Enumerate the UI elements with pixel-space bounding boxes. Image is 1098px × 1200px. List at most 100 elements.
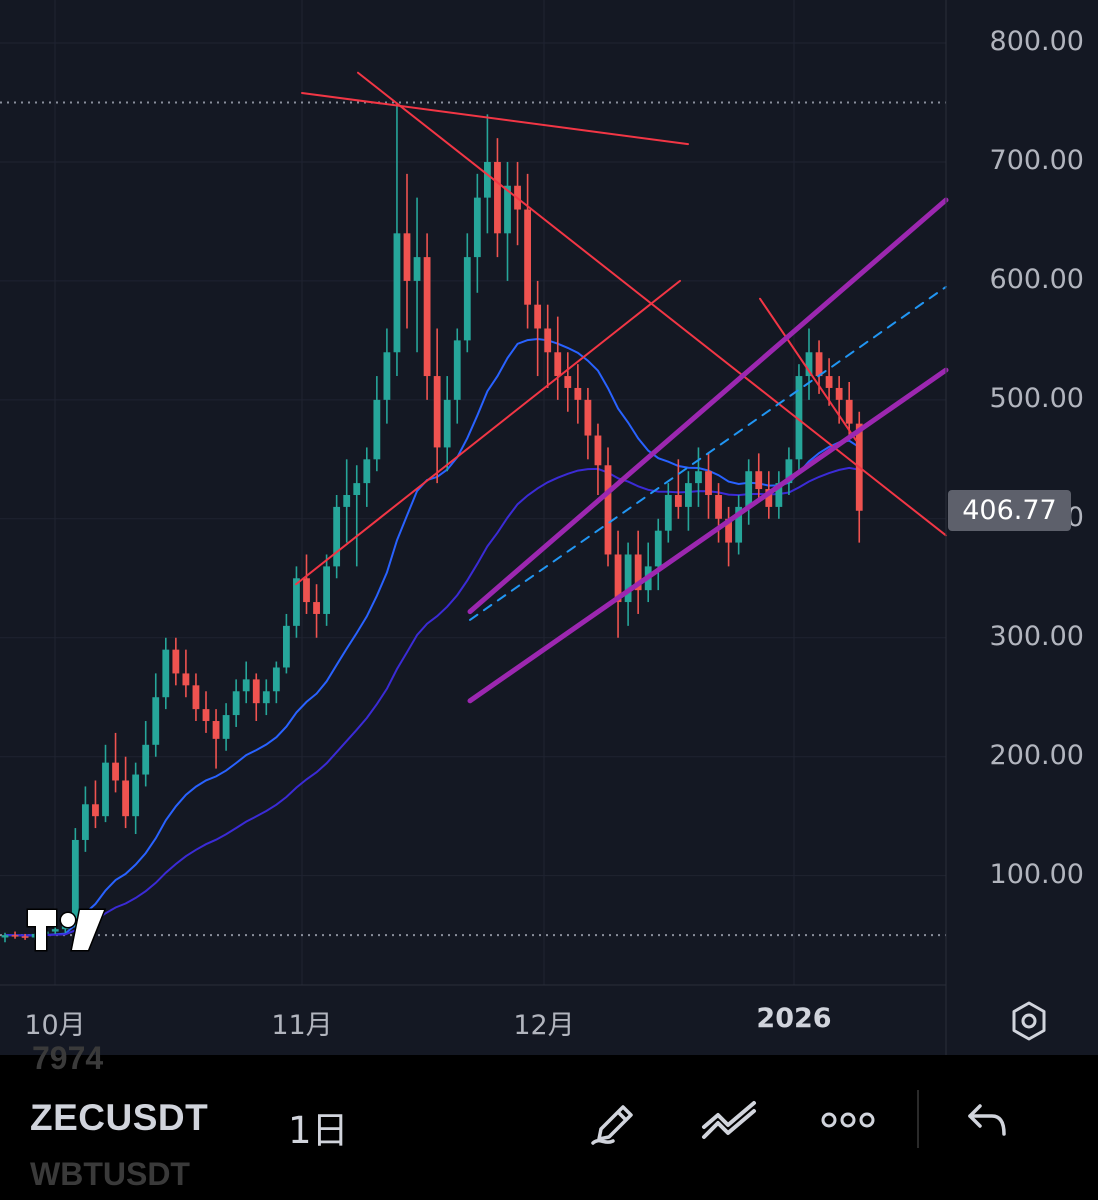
candle-body [785,459,793,484]
moving-averages [4,337,860,937]
trendline-ascending-support[interactable] [295,279,681,586]
drawing-tools-layer[interactable] [295,71,949,704]
candle-body [604,465,612,555]
candle-body [735,506,743,543]
candle-body [815,352,823,377]
candle-body [383,352,391,400]
grid-lines [0,0,946,985]
price-axis-label: 100.00 [989,858,1084,890]
candle-body [373,399,381,460]
candle-body [674,495,682,507]
candle-body [1,935,9,938]
price-axis-label: 500.00 [989,382,1084,414]
interval-button[interactable]: 1日 [288,1109,349,1152]
candle-body [142,744,150,775]
candle-body [443,399,451,448]
candle-body [574,387,582,400]
time-axis-label: 2026 [756,1003,832,1034]
candle-body [845,399,853,424]
drawing-pencil-button[interactable] [584,1090,644,1150]
candle-body [232,691,240,716]
candle-body [393,233,401,353]
candle-body [242,679,250,692]
candle-body [152,697,160,745]
candle-body [182,673,190,686]
trend-line-tool-button[interactable] [700,1090,760,1150]
candle-body [122,780,129,817]
candle-body [403,233,411,281]
candle-body [252,679,260,704]
candle-body [283,625,290,668]
candle-body [634,554,642,591]
candle-body [654,530,662,567]
ghost-list-item-above: 7974 [32,1040,104,1076]
ghost-list-item-below: WBTUSDT [30,1156,190,1192]
candle-body [715,495,722,519]
candle-body [473,197,481,258]
candle-body [212,721,220,739]
undo-button[interactable] [958,1090,1018,1150]
candle-body [82,804,89,840]
candle-body [413,257,421,281]
time-axis-label: 11月 [271,1010,333,1041]
candle-body [614,554,622,603]
candle-body [835,387,843,400]
candlestick-series [1,102,863,943]
candle-body [222,715,230,739]
candle-body [685,483,692,507]
candle-body [544,328,552,353]
more-dots-icon [821,1112,875,1128]
candle-body [463,257,471,341]
price-axis-label: 300.00 [989,620,1084,652]
candle-body [705,471,712,496]
candle-body [262,691,270,704]
candle-body [71,839,79,926]
candle-body [504,185,511,234]
candle-body [423,257,431,377]
candle-body [484,161,491,198]
chart-area[interactable]: 800.00700.00600.00500.00400.00300.00200.… [0,0,1098,1055]
candle-body [624,554,632,603]
candle-body [775,483,783,507]
candle-body [453,340,461,400]
trendline-upper-resistance[interactable] [301,91,689,146]
candle-body [494,161,501,234]
ma-slow-line[interactable] [4,466,860,937]
candle-body [21,936,29,938]
channel-midline[interactable] [469,285,947,621]
candle-body [92,804,99,817]
time-axis-label: 10月 [24,1010,86,1041]
last-price-tag: 406.77 [948,490,1071,531]
candle-body [664,495,672,531]
price-axis-label: 600.00 [989,263,1084,295]
candle-body [202,709,210,722]
chart-canvas[interactable] [0,0,1098,1055]
ma-fast-line[interactable] [4,337,860,937]
candle-body [795,376,803,460]
trendline-short-descending[interactable] [759,297,857,442]
chart-settings-icon[interactable] [1008,1000,1050,1042]
channel-upper-line[interactable] [467,197,949,615]
candle-body [534,304,542,329]
candle-body [564,376,572,388]
symbol-button[interactable]: ZECUSDT [30,1097,209,1138]
trendlines-icon [702,1101,756,1139]
more-options-button[interactable] [818,1090,878,1150]
candle-body [745,471,753,507]
candle-body [594,435,602,466]
time-axis-label: 12月 [513,1010,575,1041]
candle-body [102,762,109,817]
candle-body [825,376,833,388]
candle-body [755,471,763,490]
candle-body [272,667,280,692]
candle-body [695,471,702,484]
candle-body [303,578,310,603]
bottom-toolbar [0,1055,1098,1200]
candle-body [725,518,732,543]
candle-body [162,649,170,698]
channel-lower-line[interactable] [467,367,949,704]
candle-body [51,929,59,932]
undo-icon [968,1104,1006,1136]
candle-body [293,578,300,626]
candle-body [433,376,441,448]
